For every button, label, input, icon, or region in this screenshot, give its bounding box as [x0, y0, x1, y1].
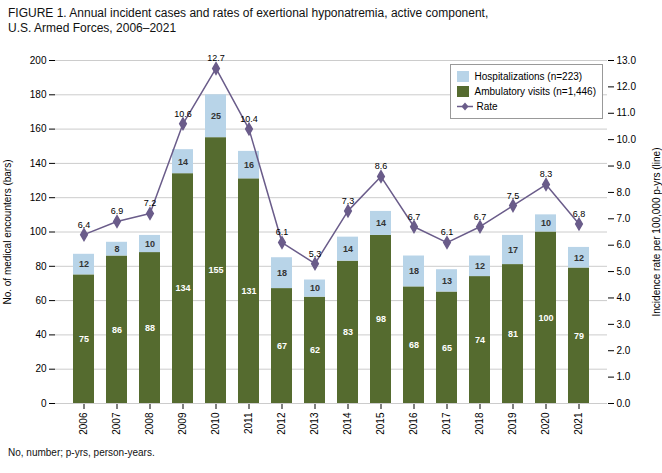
svg-text:13.0: 13.0	[617, 55, 637, 66]
svg-text:10.6: 10.6	[174, 109, 192, 119]
svg-text:6.7: 6.7	[474, 212, 487, 222]
html-text:Rate: Rate	[476, 101, 498, 112]
svg-text:10.4: 10.4	[240, 114, 258, 124]
svg-text:12.7: 12.7	[207, 53, 225, 63]
svg-text:14: 14	[178, 157, 188, 167]
svg-text:62: 62	[310, 345, 320, 355]
svg-text:6.8: 6.8	[573, 209, 586, 219]
html-text:FIGURE 1. Annual incident case: FIGURE 1. Annual incident cases and rate…	[8, 6, 489, 35]
svg-text:2011: 2011	[243, 412, 254, 434]
svg-text:160: 160	[30, 123, 47, 134]
svg-text:14: 14	[343, 244, 353, 254]
svg-text:2008: 2008	[144, 412, 155, 435]
svg-text:17: 17	[508, 245, 518, 255]
svg-text:6.0: 6.0	[617, 239, 631, 250]
svg-text:9.0: 9.0	[617, 160, 631, 171]
svg-text:2017: 2017	[441, 412, 452, 435]
svg-text:12: 12	[79, 259, 89, 269]
svg-text:2018: 2018	[474, 412, 485, 435]
svg-text:65: 65	[442, 343, 452, 353]
svg-text:0.0: 0.0	[617, 398, 631, 409]
svg-text:74: 74	[475, 335, 485, 345]
svg-text:12: 12	[475, 261, 485, 271]
svg-text:10.0: 10.0	[617, 134, 637, 145]
svg-text:60: 60	[35, 295, 47, 306]
svg-text:16: 16	[244, 160, 254, 170]
svg-text:8: 8	[114, 244, 119, 254]
svg-text:18: 18	[277, 268, 287, 278]
svg-text:6.7: 6.7	[408, 212, 421, 222]
svg-text:2009: 2009	[177, 412, 188, 435]
svg-text:3.0: 3.0	[617, 319, 631, 330]
svg-text:68: 68	[409, 340, 419, 350]
svg-text:2013: 2013	[309, 412, 320, 435]
svg-text:7.2: 7.2	[144, 198, 157, 208]
svg-text:2.0: 2.0	[617, 345, 631, 356]
svg-text:12: 12	[574, 253, 584, 263]
svg-text:80: 80	[35, 261, 47, 272]
svg-text:8.0: 8.0	[617, 187, 631, 198]
svg-text:5.3: 5.3	[309, 249, 322, 259]
svg-text:81: 81	[508, 329, 518, 339]
svg-text:7.3: 7.3	[342, 196, 355, 206]
svg-text:8.6: 8.6	[375, 161, 388, 171]
svg-text:11.0: 11.0	[617, 107, 636, 118]
svg-text:40: 40	[35, 329, 47, 340]
html-text:No, number; p-yrs, person-year: No, number; p-yrs, person-years.	[8, 447, 155, 458]
svg-text:Incidence rate per 100,000 p-y: Incidence rate per 100,000 p-yrs (line)	[651, 148, 662, 317]
svg-text:131: 131	[241, 286, 256, 296]
svg-text:6.1: 6.1	[276, 227, 289, 237]
svg-text:75: 75	[79, 334, 89, 344]
svg-text:2015: 2015	[375, 412, 386, 435]
svg-text:6.4: 6.4	[78, 220, 91, 230]
svg-text:200: 200	[30, 55, 47, 66]
svg-text:4.0: 4.0	[617, 292, 631, 303]
svg-text:25: 25	[211, 111, 221, 121]
svg-text:120: 120	[30, 192, 47, 203]
svg-text:7.0: 7.0	[617, 213, 631, 224]
svg-text:1.0: 1.0	[617, 371, 631, 382]
svg-text:88: 88	[145, 323, 155, 333]
svg-text:83: 83	[343, 327, 353, 337]
svg-text:180: 180	[30, 89, 47, 100]
svg-text:10: 10	[310, 283, 320, 293]
svg-text:2012: 2012	[276, 412, 287, 435]
svg-text:6.1: 6.1	[441, 227, 454, 237]
svg-text:10: 10	[541, 218, 551, 228]
svg-text:67: 67	[277, 341, 287, 351]
html-text:Ambulatory visits (n=1,446): Ambulatory visits (n=1,446)	[474, 86, 596, 97]
svg-text:2006: 2006	[78, 412, 89, 435]
svg-text:2020: 2020	[540, 412, 551, 435]
svg-text:100: 100	[538, 313, 553, 323]
svg-text:14: 14	[376, 218, 386, 228]
svg-text:20: 20	[35, 363, 47, 374]
html-text:Hospitalizations (n=223): Hospitalizations (n=223)	[474, 71, 583, 82]
svg-text:2014: 2014	[342, 412, 353, 435]
svg-text:13: 13	[442, 276, 452, 286]
svg-text:2007: 2007	[111, 412, 122, 435]
svg-text:155: 155	[208, 265, 223, 275]
svg-text:6.9: 6.9	[111, 206, 124, 216]
svg-text:12.0: 12.0	[617, 81, 637, 92]
svg-text:100: 100	[30, 226, 47, 237]
svg-text:8.3: 8.3	[540, 169, 553, 179]
svg-text:7.5: 7.5	[507, 190, 520, 200]
svg-text:98: 98	[376, 314, 386, 324]
svg-text:5.0: 5.0	[617, 266, 631, 277]
svg-text:2010: 2010	[210, 412, 221, 435]
svg-text:140: 140	[30, 158, 47, 169]
svg-text:0: 0	[41, 398, 47, 409]
svg-text:2016: 2016	[408, 412, 419, 435]
svg-text:10: 10	[145, 239, 155, 249]
svg-text:2021: 2021	[573, 412, 584, 435]
svg-text:No. of medical encounters (bar: No. of medical encounters (bars)	[2, 159, 13, 304]
svg-text:2019: 2019	[507, 412, 518, 435]
svg-text:18: 18	[409, 266, 419, 276]
svg-text:79: 79	[574, 331, 584, 341]
svg-text:86: 86	[112, 325, 122, 335]
svg-text:134: 134	[175, 283, 190, 293]
